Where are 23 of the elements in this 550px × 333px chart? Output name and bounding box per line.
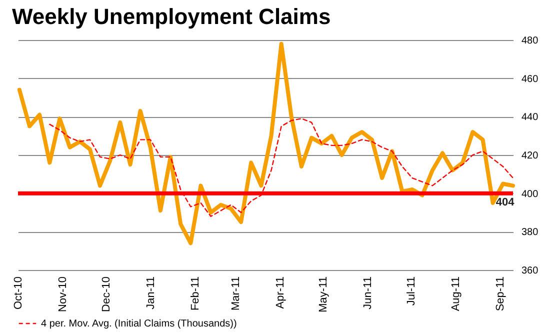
line-series	[17, 42, 515, 246]
y-tick-label: 480	[522, 36, 539, 46]
x-tick-label: Dec-10	[100, 276, 112, 312]
x-tick-label: Jul-11	[405, 276, 418, 306]
x-tick-label: Feb-11	[189, 276, 202, 311]
chart-title: Weekly Unemployment Claims	[12, 4, 331, 29]
y-tick-label: 440	[522, 112, 539, 124]
x-tick-label: Jun-11	[362, 276, 374, 310]
y-tick-label: 460	[522, 74, 539, 85]
x-tick-label: Mar-11	[230, 276, 242, 311]
x-tick-label: Nov-10	[57, 276, 70, 312]
y-tick-label: 380	[522, 227, 539, 238]
x-tick-label: Apr-11	[274, 276, 286, 309]
y-tick-label: 400	[522, 188, 539, 200]
annotation: 404	[496, 196, 516, 209]
x-tick-label: May-11	[318, 276, 330, 312]
legend-label: 4 per. Mov. Avg. (Initial Claims (Thousands))	[41, 318, 237, 330]
x-tick-label: Jan-11	[144, 276, 157, 310]
x-tick-label: Aug-11	[450, 276, 462, 312]
x-tick-label: Oct-10	[12, 276, 24, 310]
x-tick-label: Sep-11	[494, 276, 507, 312]
y-tick-label: 420	[522, 150, 539, 162]
y-tick-label: 360	[522, 266, 539, 276]
